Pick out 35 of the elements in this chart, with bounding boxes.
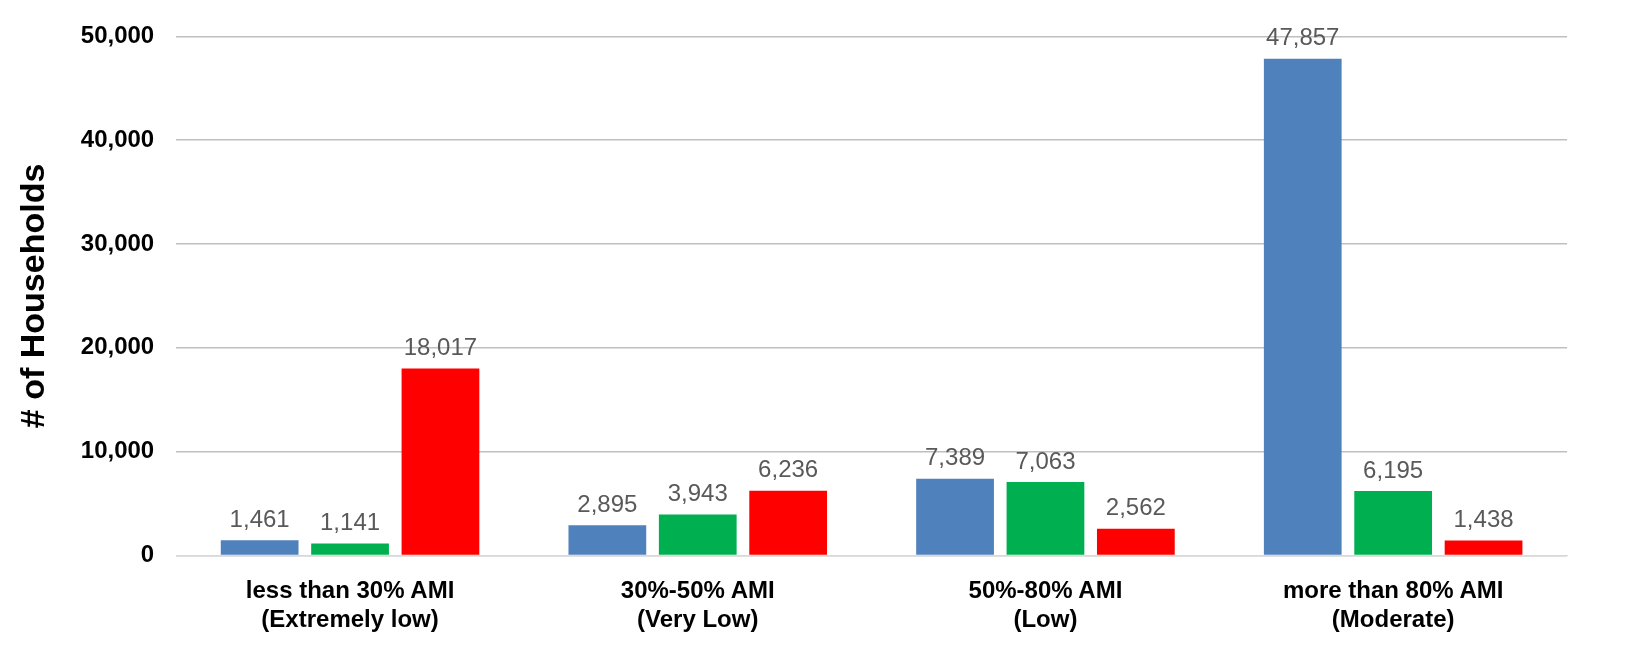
data-label: 18,017 bbox=[403, 333, 478, 361]
bar bbox=[916, 478, 994, 555]
bar bbox=[220, 540, 299, 555]
bar bbox=[1006, 482, 1085, 555]
data-label: 2,895 bbox=[577, 489, 638, 517]
y-tick-label: 10,000 bbox=[80, 436, 155, 464]
data-label: 47,857 bbox=[1266, 23, 1340, 51]
x-tick-label: 30%-50% AMI (Very Low) bbox=[620, 576, 775, 633]
y-tick-label: 30,000 bbox=[80, 228, 155, 256]
data-label: 2,562 bbox=[1105, 493, 1166, 521]
y-tick-label: 40,000 bbox=[80, 124, 155, 152]
y-axis-title: # of Households bbox=[12, 163, 51, 429]
data-label: 7,063 bbox=[1015, 446, 1076, 474]
data-label: 6,195 bbox=[1363, 455, 1424, 483]
bar bbox=[749, 490, 828, 555]
data-label: 1,461 bbox=[229, 504, 290, 532]
y-tick-label: 20,000 bbox=[80, 332, 155, 360]
x-tick-label: less than 30% AMI (Extremely low) bbox=[245, 576, 455, 633]
x-tick-label: 50%-80% AMI (Low) bbox=[968, 576, 1123, 633]
bar bbox=[1263, 58, 1342, 555]
data-label: 3,943 bbox=[667, 479, 728, 507]
bar bbox=[568, 525, 647, 555]
y-tick-label: 50,000 bbox=[80, 21, 155, 49]
bar bbox=[311, 543, 389, 555]
data-label: 1,141 bbox=[320, 508, 381, 536]
bar bbox=[1444, 540, 1523, 555]
bar bbox=[658, 514, 737, 555]
x-tick-label: more than 80% AMI (Moderate) bbox=[1282, 576, 1504, 633]
data-label: 7,389 bbox=[925, 443, 986, 471]
data-label: 1,438 bbox=[1453, 505, 1514, 533]
bar bbox=[1096, 528, 1175, 555]
data-label: 6,236 bbox=[758, 455, 819, 483]
bar bbox=[401, 368, 480, 555]
y-tick-label: 0 bbox=[140, 540, 155, 568]
bar bbox=[1354, 491, 1433, 555]
